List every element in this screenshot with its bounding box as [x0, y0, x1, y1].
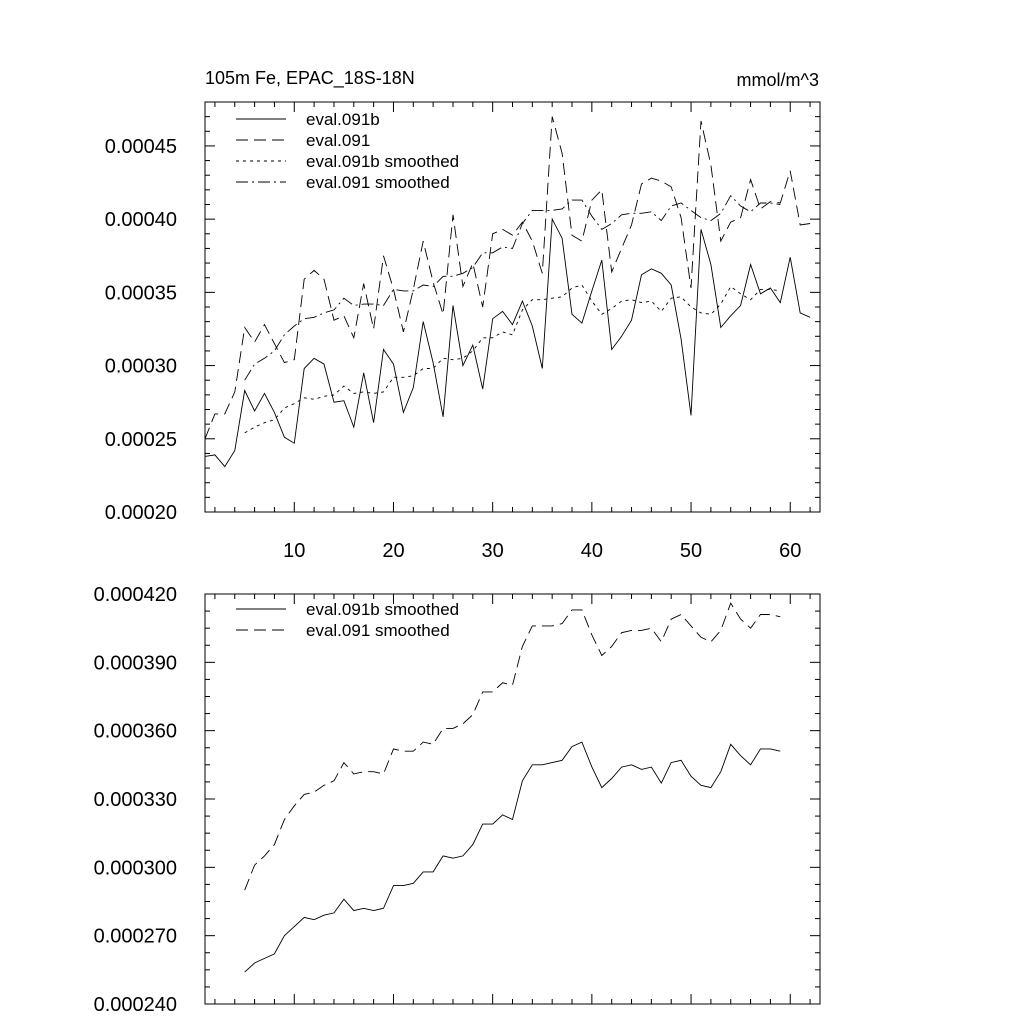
bottom-panel: eval.091b smoothed eval.091 smoothed 0.00… — [94, 584, 821, 1016]
y-tick-label: 0.000300 — [94, 857, 177, 879]
y-tick-label: 0.00040 — [105, 209, 177, 231]
series-line-2 — [244, 602, 781, 891]
bottom-tick-labels: 0.000240 0.000270 0.000300 0.000330 0.000360… — [94, 584, 177, 1016]
series-line-1 — [244, 741, 781, 973]
y-tick-label: 0.000330 — [94, 789, 177, 811]
x-tick-label: 40 — [581, 540, 603, 562]
bottom-legend: eval.091b smoothed eval.091 smoothed — [236, 600, 459, 640]
y-tick-label: 0.00020 — [105, 502, 177, 524]
y-tick-label: 0.00045 — [105, 136, 177, 158]
x-tick-label: 30 — [482, 540, 504, 562]
x-tick-label: 20 — [382, 540, 404, 562]
bottom-axis-ticks — [205, 593, 820, 1005]
top-legend: eval.091b eval.091 eval.091b smoothed eval.… — [236, 110, 459, 192]
bottom-series-group — [244, 602, 781, 973]
y-tick-label: 0.00035 — [105, 282, 177, 304]
legend-label: eval.091 smoothed — [306, 621, 450, 640]
top-tick-labels: 10 20 30 40 50 60 0.00020 0.00025 0.00030 0.00035… — [105, 136, 802, 562]
legend-label: eval.091b — [306, 110, 380, 129]
x-tick-label: 10 — [283, 540, 305, 562]
series-line-1 — [204, 217, 811, 468]
bottom-plot-frame — [204, 593, 821, 1005]
x-tick-label: 50 — [680, 540, 702, 562]
y-tick-label: 0.000240 — [94, 994, 177, 1016]
y-tick-label: 0.000390 — [94, 652, 177, 674]
legend-label: eval.091 smoothed — [306, 173, 450, 192]
series-line-4 — [244, 194, 781, 381]
y-tick-label: 0.000360 — [94, 721, 177, 743]
top-axis-ticks — [205, 101, 820, 513]
chart-title: 105m Fe, EPAC_18S-18N — [205, 68, 415, 89]
y-tick-label: 0.000270 — [94, 926, 177, 948]
legend-label: eval.091b smoothed — [306, 600, 459, 619]
y-tick-label: 0.00030 — [105, 356, 177, 378]
y-tick-label: 0.000420 — [94, 584, 177, 606]
top-plot-frame — [204, 101, 821, 513]
units-label: mmol/m^3 — [737, 70, 819, 90]
x-tick-label: 60 — [779, 540, 801, 562]
series-line-3 — [244, 284, 781, 434]
legend-label: eval.091 — [306, 131, 370, 150]
series-line-2 — [204, 116, 811, 439]
y-tick-label: 0.00025 — [105, 429, 177, 451]
top-panel: 105m Fe, EPAC_18S-18N mmol/m^3 eval.091b… — [105, 68, 821, 562]
legend-label: eval.091b smoothed — [306, 152, 459, 171]
top-series-group — [204, 116, 811, 468]
